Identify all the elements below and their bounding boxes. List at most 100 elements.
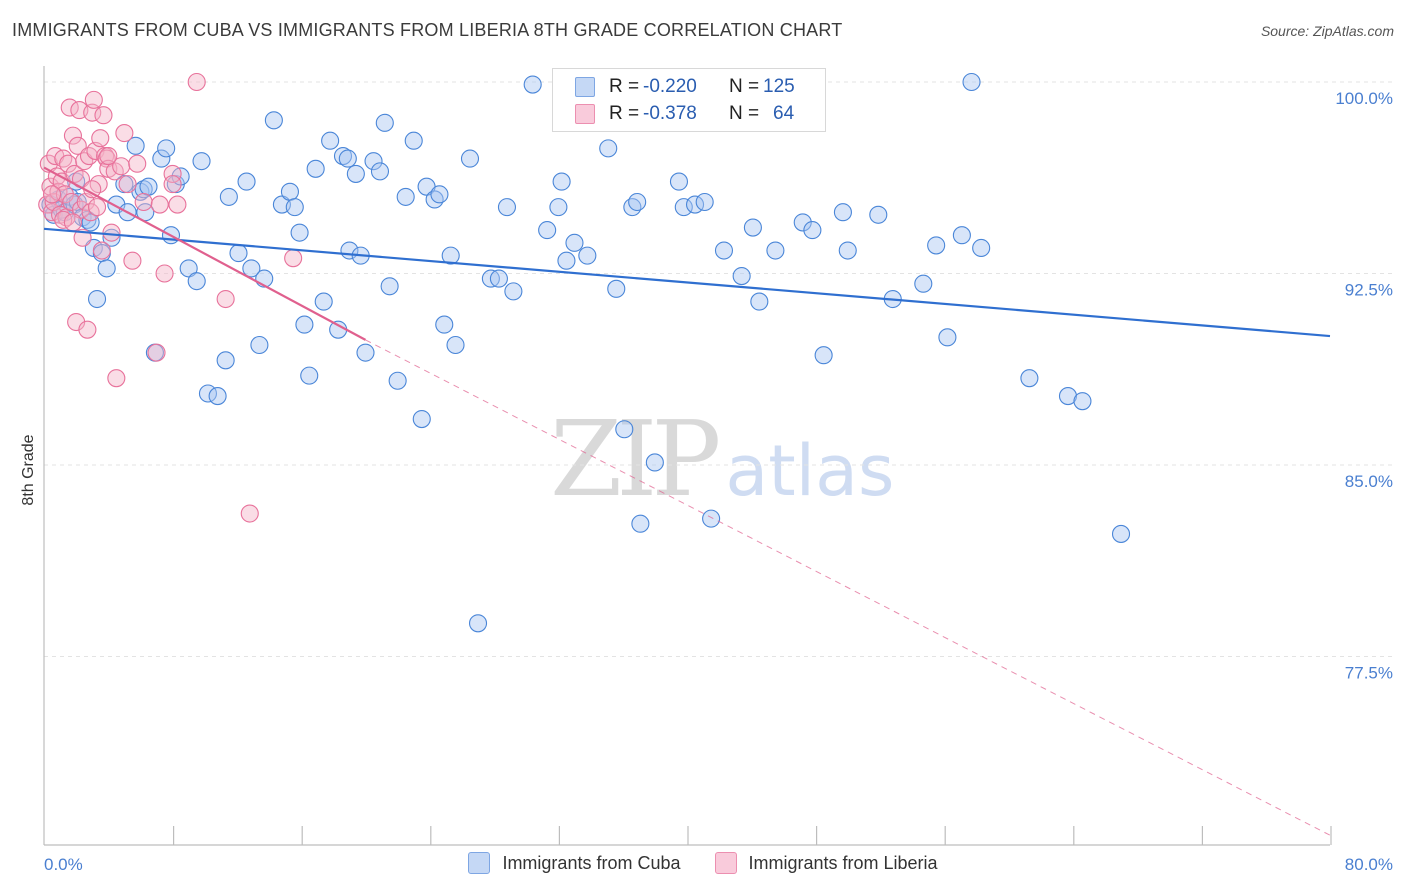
liberia-point [63,126,82,145]
cuba-point [321,131,340,150]
liberia-point [150,195,169,214]
cuba-point [803,221,822,240]
liberia-point [87,198,107,217]
r-label: R = [609,103,640,124]
liberia-point [75,152,94,171]
cuba-point [152,149,171,168]
cuba-point [914,274,933,293]
cuba-point [219,187,238,206]
legend-item-cuba[interactable]: Immigrants from Cuba [468,852,681,874]
liberia-point [91,129,110,148]
cuba-point [538,221,557,240]
series-legend: Immigrants from Cuba Immigrants from Lib… [0,852,1406,874]
cuba-point [557,251,576,270]
cuba-point [404,131,423,150]
liberia-point [63,213,82,232]
liberia-point [54,149,73,168]
cuba-point [412,409,431,429]
cuba-point [714,241,734,260]
legend-swatch-liberia [714,852,737,874]
x-tick-label: 80.0% [1345,855,1393,874]
liberia-point [107,369,126,388]
cuba-point [497,198,517,217]
cuba-point [338,149,357,168]
cuba-point [375,113,394,132]
cuba-point [674,198,693,217]
cuba-point [565,233,584,252]
y-tick-label: 77.5% [1345,664,1393,683]
cuba-point [187,272,206,291]
cuba-point [242,259,261,278]
liberia-point [84,90,103,109]
cuba-point [370,162,390,181]
n-value: 64 [773,103,795,124]
cuba-point [126,136,145,155]
cuba-point [523,75,542,94]
cuba-point [1020,369,1039,388]
cuba-point [229,244,248,263]
cuba-point [388,371,407,390]
legend-label-cuba: Immigrants from Cuba [502,852,681,873]
cuba-point [833,203,852,222]
cuba-point [333,146,353,166]
x-tick-label: 0.0% [44,855,83,874]
cuba-point [814,346,833,365]
liberia-point [147,343,166,362]
cuba-point [793,213,812,232]
liberia-point [62,192,81,212]
cuba-point [285,198,304,217]
legend-item-liberia[interactable]: Immigrants from Liberia [714,852,938,874]
legend-label-liberia: Immigrants from Liberia [748,852,938,873]
cuba-point [607,279,626,298]
liberia-trendline-extension [365,339,1331,836]
cuba-point [1058,387,1078,406]
cuba-point [838,241,857,260]
cuba-point [216,351,235,370]
cuba-point [435,315,454,334]
liberia-point [94,106,113,125]
cuba-point [1073,392,1092,411]
cuba-point [441,246,460,265]
liberia-point [123,251,142,270]
source-label: Source: ZipAtlas.com [1260,23,1394,39]
liberia-trendline [43,166,367,341]
cuba-point [695,192,714,212]
cuba-point [280,182,299,201]
liberia-point [128,154,147,173]
n-label: N = [729,103,760,124]
liberia-point [42,185,62,204]
cuba-point [396,187,415,206]
correlation-legend: R = -0.220 N = 125 R = -0.378 N = 64 [552,68,826,132]
cuba-point [631,514,650,533]
cuba-point [290,223,309,242]
y-tick-label: 100.0% [1335,89,1393,108]
cuba-point [139,177,158,196]
liberia-point [78,320,97,339]
cuba-point [628,192,647,212]
cuba-trendline [43,227,1331,338]
cuba-point [669,172,689,191]
cuba-point [578,246,597,265]
cuba-point [869,205,888,224]
cuba-point [766,241,785,260]
y-tick-label: 92.5% [1345,281,1393,300]
n-label: N = [729,76,760,97]
cuba-point [1111,524,1131,543]
legend-swatch-liberia [575,104,595,124]
liberia-point [187,72,206,92]
liberia-point [240,504,259,523]
cuba-point [750,292,769,311]
liberia-point [163,175,182,194]
r-value: -0.378 [643,103,697,124]
cuba-point [300,366,319,385]
liberia-point [102,223,121,242]
cuba-point [380,277,399,296]
liberia-point [216,289,235,309]
cuba-point [81,213,100,232]
liberia-point [118,175,137,194]
watermark: ZIP atlas [550,398,894,520]
cuba-point [743,218,762,237]
cuba-point [972,238,991,258]
cuba-point [306,159,325,178]
